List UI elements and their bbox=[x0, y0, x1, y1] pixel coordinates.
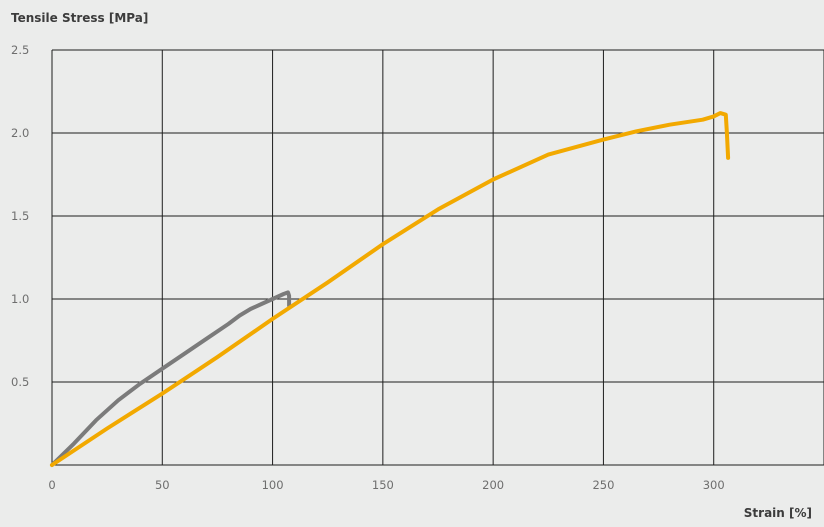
x-axis-title: Strain [%] bbox=[744, 506, 812, 520]
y-tick-label: 2.0 bbox=[11, 126, 29, 140]
tick-labels: 0 50 100 150 200 250 300 0.5 1.0 1.5 2.0 2.5 bbox=[11, 43, 725, 492]
x-tick-label: 250 bbox=[592, 478, 614, 492]
y-axis-title: Tensile Stress [MPa] bbox=[11, 11, 148, 25]
x-tick-label: 200 bbox=[482, 478, 504, 492]
series-line-1 bbox=[50, 290, 292, 467]
series-line-2 bbox=[50, 111, 731, 467]
y-tick-label: 2.5 bbox=[11, 43, 29, 57]
x-tick-label: 150 bbox=[372, 478, 394, 492]
grid bbox=[51, 49, 824, 466]
x-tick-label: 100 bbox=[262, 478, 284, 492]
x-tick-label: 0 bbox=[48, 478, 55, 492]
series-lines bbox=[50, 111, 731, 467]
y-tick-label: 1.0 bbox=[11, 292, 29, 306]
x-tick-label: 50 bbox=[155, 478, 170, 492]
y-tick-label: 1.5 bbox=[11, 209, 29, 223]
x-tick-label: 300 bbox=[703, 478, 725, 492]
y-tick-label: 0.5 bbox=[11, 375, 29, 389]
